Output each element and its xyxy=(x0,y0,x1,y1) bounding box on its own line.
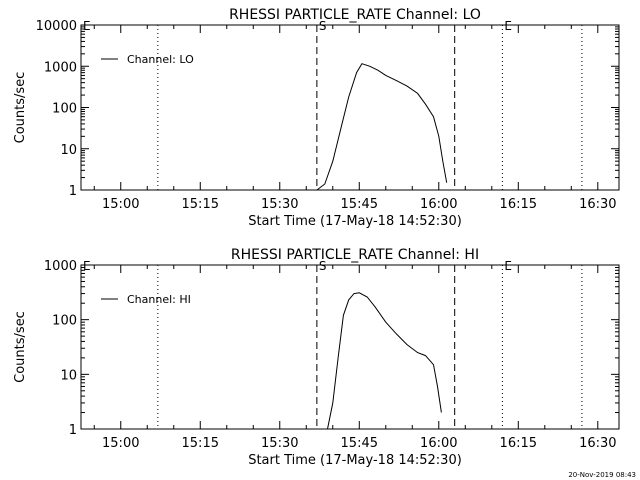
series-line xyxy=(316,63,448,191)
x-tick-label: 15:45 xyxy=(341,197,378,212)
y-axis-label: Counts/sec xyxy=(13,72,28,144)
y-tick-label: 10 xyxy=(60,368,77,383)
y-tick-label: 1000 xyxy=(44,60,77,75)
chart-title: RHESSI PARTICLE_RATE Channel: LO xyxy=(229,7,481,23)
y-tick-label: 1000 xyxy=(44,259,77,274)
chart-panel-hi: RHESSI PARTICLE_RATE Channel: HI Start Ti… xyxy=(13,247,620,468)
y-tick-label: 10000 xyxy=(36,19,77,34)
x-tick-label: 15:00 xyxy=(102,436,139,451)
legend-label: Channel: LO xyxy=(127,53,194,66)
x-tick-label: 15:30 xyxy=(261,436,298,451)
x-tick-label: 16:30 xyxy=(579,197,616,212)
x-tick-label: 15:15 xyxy=(182,436,219,451)
y-tick-label: 100 xyxy=(52,314,77,329)
event-marker-label: E xyxy=(504,259,512,273)
y-tick-label: 1 xyxy=(69,184,77,199)
x-tick-label: 15:15 xyxy=(182,197,219,212)
x-tick-label: 16:15 xyxy=(500,436,537,451)
legend-label: Channel: HI xyxy=(127,293,191,306)
x-tick-label: 16:30 xyxy=(579,436,616,451)
series-line xyxy=(327,292,442,430)
y-tick-label: 100 xyxy=(52,102,77,117)
x-tick-label: 16:15 xyxy=(500,197,537,212)
y-tick-label: 10 xyxy=(60,143,77,158)
plot-frame xyxy=(80,264,620,430)
x-tick-label: 15:00 xyxy=(102,197,139,212)
chart-panel-lo: RHESSI PARTICLE_RATE Channel: LO Start Ti… xyxy=(13,7,620,229)
event-marker-label: S xyxy=(319,259,327,273)
x-axis-label: Start Time (17-May-18 14:52:30) xyxy=(248,453,462,468)
event-marker-label: E xyxy=(504,19,512,33)
x-tick-label: 16:00 xyxy=(420,436,457,451)
y-tick-label: 1 xyxy=(69,423,77,438)
x-tick-label: 15:45 xyxy=(341,436,378,451)
x-tick-label: 15:30 xyxy=(261,197,298,212)
x-tick-label: 16:00 xyxy=(420,197,457,212)
event-marker-label: E xyxy=(83,19,91,33)
x-axis-label: Start Time (17-May-18 14:52:30) xyxy=(248,214,462,229)
footer-timestamp: 20-Nov-2019 08:43 xyxy=(568,471,636,479)
chart-title: RHESSI PARTICLE_RATE Channel: HI xyxy=(231,247,479,263)
y-axis-label: Counts/sec xyxy=(13,311,28,383)
event-marker-label: S xyxy=(319,19,327,33)
plot-frame xyxy=(80,24,620,191)
event-marker-label: E xyxy=(83,259,91,273)
